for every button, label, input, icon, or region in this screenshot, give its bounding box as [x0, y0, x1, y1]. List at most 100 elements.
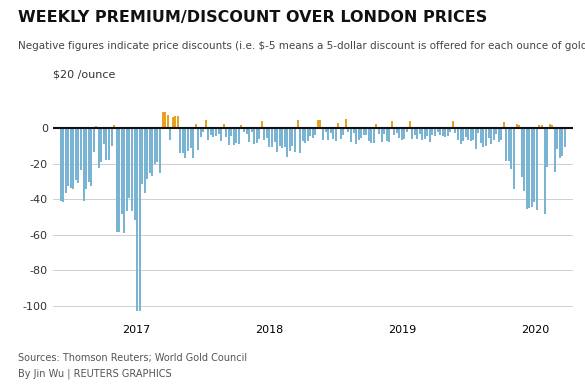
Bar [396, 128, 398, 134]
Bar [462, 128, 464, 141]
Bar [338, 124, 339, 128]
Bar [105, 128, 108, 159]
Bar [312, 128, 314, 138]
Bar [424, 128, 426, 139]
Bar [82, 128, 85, 201]
Bar [436, 128, 439, 132]
Bar [307, 128, 309, 141]
Bar [80, 128, 82, 170]
Bar [531, 128, 533, 207]
Bar [505, 128, 507, 161]
Bar [495, 128, 497, 134]
Bar [256, 128, 258, 143]
Bar [129, 128, 130, 198]
Bar [309, 128, 311, 136]
Bar [393, 128, 395, 135]
Bar [103, 128, 105, 144]
Bar [73, 128, 74, 189]
Bar [172, 117, 174, 128]
Bar [167, 115, 168, 128]
Bar [133, 128, 136, 220]
Bar [75, 128, 77, 180]
Bar [304, 128, 306, 142]
Bar [556, 128, 558, 149]
Bar [404, 128, 405, 139]
Bar [289, 128, 291, 151]
Bar [93, 128, 95, 152]
Text: WEEKLY PREMIUM/DISCOUNT OVER LONDON PRICES: WEEKLY PREMIUM/DISCOUNT OVER LONDON PRIC… [18, 10, 487, 25]
Bar [152, 128, 153, 176]
Bar [513, 128, 515, 189]
Bar [406, 128, 408, 132]
Bar [77, 128, 80, 183]
Bar [149, 128, 151, 173]
Bar [85, 128, 87, 189]
Bar [60, 128, 61, 201]
Bar [250, 128, 253, 132]
Bar [197, 128, 199, 150]
Bar [485, 128, 487, 146]
Bar [421, 128, 424, 141]
Bar [317, 120, 319, 128]
Bar [534, 128, 535, 202]
Bar [225, 128, 227, 137]
Bar [223, 124, 225, 128]
Text: Sources: Thomson Reuters; World Gold Council: Sources: Thomson Reuters; World Gold Cou… [18, 353, 247, 363]
Bar [459, 128, 462, 144]
Bar [276, 128, 278, 152]
Bar [123, 128, 125, 233]
Bar [477, 128, 479, 133]
Bar [467, 128, 469, 141]
Bar [299, 128, 301, 153]
Bar [429, 128, 431, 142]
Bar [156, 128, 159, 162]
Bar [439, 128, 441, 135]
Bar [562, 128, 563, 156]
Bar [126, 128, 128, 211]
Bar [207, 128, 209, 140]
Bar [139, 128, 140, 312]
Bar [342, 128, 345, 135]
Bar [470, 128, 472, 141]
Bar [416, 128, 418, 139]
Bar [411, 128, 413, 139]
Bar [378, 128, 380, 134]
Bar [503, 122, 505, 128]
Bar [398, 128, 400, 137]
Bar [101, 128, 102, 163]
Bar [426, 128, 428, 136]
Bar [263, 128, 266, 140]
Bar [401, 128, 403, 141]
Bar [141, 128, 143, 184]
Bar [169, 128, 171, 141]
Bar [269, 128, 270, 147]
Bar [88, 128, 90, 182]
Bar [536, 128, 538, 210]
Bar [457, 128, 459, 140]
Bar [408, 121, 411, 128]
Bar [118, 128, 121, 232]
Bar [261, 121, 263, 128]
Bar [195, 124, 197, 128]
Bar [376, 124, 377, 128]
Bar [240, 125, 242, 128]
Bar [363, 128, 364, 135]
Bar [360, 128, 362, 138]
Bar [340, 128, 342, 139]
Bar [95, 126, 97, 128]
Bar [452, 122, 454, 128]
Bar [554, 128, 556, 173]
Bar [549, 124, 550, 128]
Bar [381, 128, 383, 142]
Bar [472, 128, 474, 140]
Bar [432, 128, 433, 135]
Bar [414, 128, 416, 135]
Bar [238, 128, 240, 144]
Bar [281, 128, 283, 148]
Bar [297, 120, 298, 128]
Bar [271, 128, 273, 147]
Bar [319, 120, 321, 128]
Bar [212, 128, 215, 137]
Bar [353, 128, 355, 133]
Bar [564, 128, 566, 147]
